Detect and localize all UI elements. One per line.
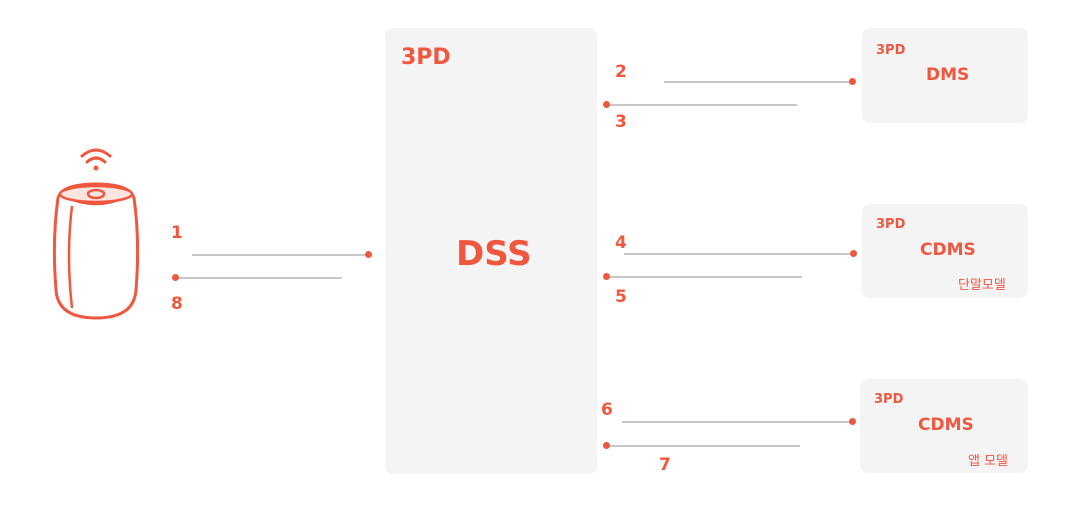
cdms-device-tag: 3PD (876, 217, 906, 232)
arrow-5-head (603, 273, 610, 280)
cdms-app-title: CDMS (918, 415, 974, 435)
step-label-2: 2 (615, 62, 627, 82)
arrow-7-head (603, 442, 610, 449)
dms-title: DMS (926, 65, 970, 85)
arrow-4-line (624, 253, 853, 255)
arrow-4-head (850, 250, 857, 257)
arrow-6-head (849, 418, 856, 425)
step-label-7: 7 (659, 455, 671, 475)
step-label-5: 5 (615, 287, 627, 307)
dss-box (385, 28, 597, 474)
step-label-6: 6 (601, 400, 613, 420)
arrow-8-head (172, 274, 179, 281)
dss-tag: 3PD (401, 45, 451, 70)
arrow-3-head (603, 101, 610, 108)
cdms-device-title: CDMS (920, 240, 976, 260)
arrow-2-head (849, 78, 856, 85)
arrow-7-line (607, 445, 800, 447)
cdms-device-subtitle: 단말모델 (958, 278, 1006, 293)
cdms-app-box (860, 379, 1028, 473)
wifi-icon (80, 148, 112, 171)
arrow-3-line (607, 104, 797, 106)
step-label-8: 8 (171, 294, 183, 314)
arrow-2-line (664, 81, 852, 83)
arrow-1-line (192, 254, 368, 256)
smart-speaker-icon (52, 148, 140, 320)
arrow-8-line (176, 277, 342, 279)
dss-title: DSS (456, 234, 532, 274)
cdms-app-subtitle: 앱 모델 (968, 454, 1009, 469)
arrow-6-line (622, 421, 852, 423)
arrow-5-line (607, 276, 802, 278)
cdms-app-tag: 3PD (874, 392, 904, 407)
step-label-4: 4 (615, 233, 627, 253)
step-label-3: 3 (615, 112, 627, 132)
dms-box (862, 28, 1028, 123)
arrow-1-head (365, 251, 372, 258)
step-label-1: 1 (171, 223, 183, 243)
cdms-device-box (862, 204, 1028, 298)
dms-tag: 3PD (876, 43, 906, 58)
